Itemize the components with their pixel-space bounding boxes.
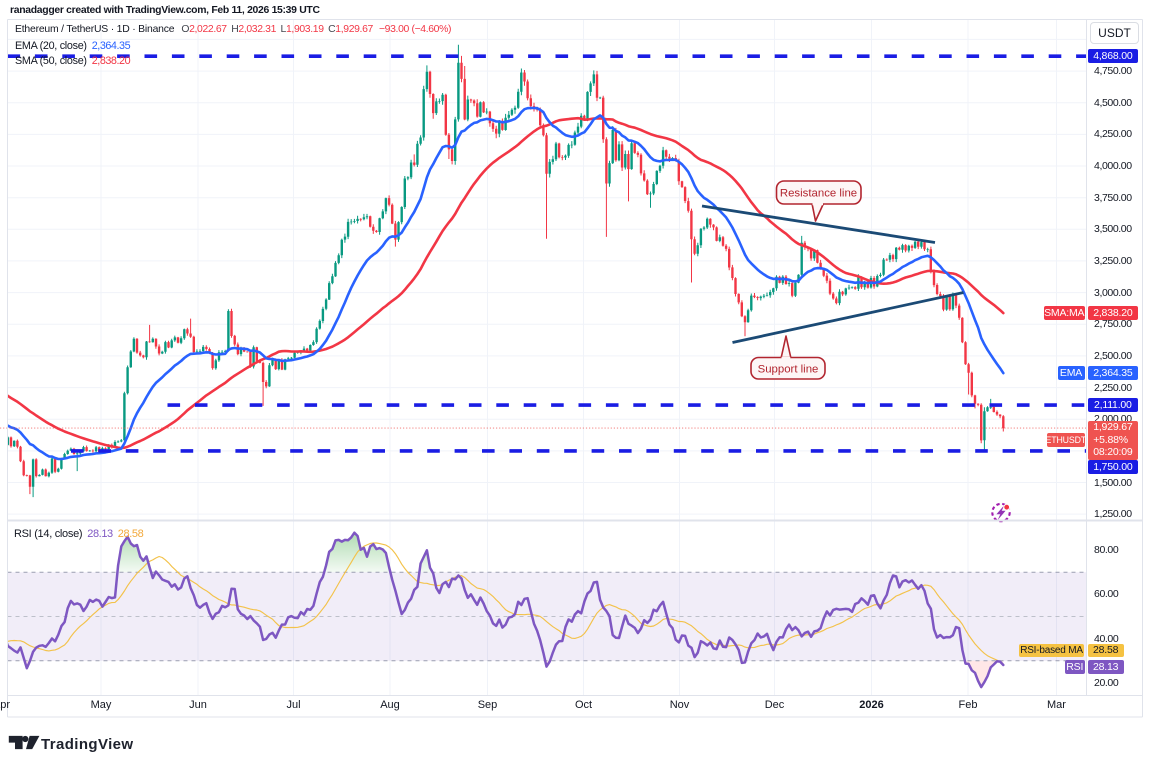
svg-text:Support line: Support line (758, 364, 819, 376)
svg-text:Resistance line: Resistance line (780, 188, 857, 200)
svg-text:TradingView: TradingView (41, 736, 133, 753)
